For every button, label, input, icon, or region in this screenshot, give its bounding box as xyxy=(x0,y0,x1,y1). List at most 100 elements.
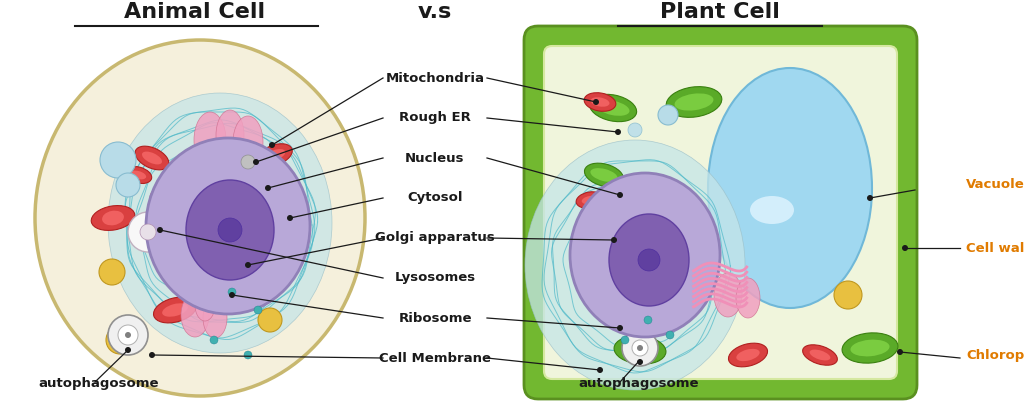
Ellipse shape xyxy=(736,349,760,361)
Circle shape xyxy=(131,221,150,239)
Ellipse shape xyxy=(590,95,637,122)
Circle shape xyxy=(218,218,242,242)
Ellipse shape xyxy=(220,201,236,229)
Ellipse shape xyxy=(181,293,209,337)
Circle shape xyxy=(666,331,674,339)
Ellipse shape xyxy=(162,303,187,317)
Ellipse shape xyxy=(851,340,890,356)
Circle shape xyxy=(150,352,155,358)
Text: Golgi apparatus: Golgi apparatus xyxy=(375,231,495,244)
Circle shape xyxy=(253,159,259,165)
Ellipse shape xyxy=(154,297,197,323)
Circle shape xyxy=(621,336,629,344)
Text: autophagosome: autophagosome xyxy=(38,377,159,390)
Circle shape xyxy=(99,259,125,285)
Circle shape xyxy=(637,359,643,365)
Circle shape xyxy=(617,192,623,198)
Text: Nucleus: Nucleus xyxy=(406,152,465,164)
Circle shape xyxy=(108,315,148,355)
Text: Animal Cell: Animal Cell xyxy=(125,2,265,22)
Ellipse shape xyxy=(246,200,258,220)
Circle shape xyxy=(597,367,603,373)
Ellipse shape xyxy=(708,68,872,308)
Circle shape xyxy=(867,195,873,201)
Ellipse shape xyxy=(597,100,630,116)
Text: Vacuole: Vacuole xyxy=(966,179,1024,191)
Ellipse shape xyxy=(728,343,768,367)
Circle shape xyxy=(228,288,236,296)
Circle shape xyxy=(658,105,678,125)
FancyBboxPatch shape xyxy=(524,26,918,399)
Circle shape xyxy=(628,123,642,137)
Ellipse shape xyxy=(602,259,618,285)
Circle shape xyxy=(118,325,138,345)
Ellipse shape xyxy=(234,142,262,182)
Circle shape xyxy=(632,340,648,356)
Circle shape xyxy=(611,237,617,243)
Ellipse shape xyxy=(130,170,146,179)
Ellipse shape xyxy=(230,179,250,211)
Ellipse shape xyxy=(124,166,152,183)
Circle shape xyxy=(638,249,660,271)
Circle shape xyxy=(150,188,170,208)
Circle shape xyxy=(287,215,293,221)
Ellipse shape xyxy=(842,333,898,363)
Circle shape xyxy=(245,262,251,268)
Ellipse shape xyxy=(588,243,602,267)
Ellipse shape xyxy=(146,138,310,314)
Text: Cell Membrane: Cell Membrane xyxy=(379,351,490,364)
Ellipse shape xyxy=(675,93,714,111)
Text: Rough ER: Rough ER xyxy=(399,112,471,124)
Ellipse shape xyxy=(210,142,230,178)
Ellipse shape xyxy=(203,298,227,338)
Ellipse shape xyxy=(750,196,794,224)
Text: Plant Cell: Plant Cell xyxy=(660,2,780,22)
Ellipse shape xyxy=(35,40,365,396)
Text: Mitochondria: Mitochondria xyxy=(385,72,484,84)
Ellipse shape xyxy=(236,217,254,243)
FancyBboxPatch shape xyxy=(544,46,897,379)
Text: autophagosome: autophagosome xyxy=(578,377,698,390)
Circle shape xyxy=(210,336,218,344)
Ellipse shape xyxy=(591,97,609,107)
Circle shape xyxy=(254,306,262,314)
Ellipse shape xyxy=(135,146,169,170)
Ellipse shape xyxy=(667,86,722,117)
Ellipse shape xyxy=(91,206,135,230)
Text: Lysosomes: Lysosomes xyxy=(394,271,475,284)
Ellipse shape xyxy=(265,149,286,161)
Circle shape xyxy=(157,227,163,233)
Ellipse shape xyxy=(142,152,162,164)
Circle shape xyxy=(106,326,134,354)
Circle shape xyxy=(125,332,131,338)
Text: Cell wall: Cell wall xyxy=(966,242,1024,255)
Circle shape xyxy=(622,330,658,366)
Circle shape xyxy=(128,212,168,252)
Circle shape xyxy=(593,99,599,105)
Ellipse shape xyxy=(585,163,624,187)
Circle shape xyxy=(644,316,652,324)
Circle shape xyxy=(897,349,903,355)
Ellipse shape xyxy=(108,93,332,353)
Circle shape xyxy=(617,325,623,331)
Ellipse shape xyxy=(258,144,292,166)
Ellipse shape xyxy=(714,273,742,317)
Ellipse shape xyxy=(570,173,720,337)
Ellipse shape xyxy=(609,214,689,306)
Circle shape xyxy=(834,281,862,309)
Text: v.s: v.s xyxy=(418,2,453,22)
Ellipse shape xyxy=(102,210,124,225)
Text: Cytosol: Cytosol xyxy=(408,191,463,204)
Text: Ribosome: Ribosome xyxy=(398,311,472,324)
Ellipse shape xyxy=(225,238,239,262)
Circle shape xyxy=(615,129,621,135)
Ellipse shape xyxy=(195,289,215,321)
Ellipse shape xyxy=(194,112,226,168)
Circle shape xyxy=(269,142,275,148)
Text: Chloroplast: Chloroplast xyxy=(966,349,1024,362)
Circle shape xyxy=(244,351,252,359)
Ellipse shape xyxy=(525,140,745,390)
Circle shape xyxy=(902,245,908,251)
Circle shape xyxy=(265,185,271,191)
Circle shape xyxy=(601,202,627,228)
